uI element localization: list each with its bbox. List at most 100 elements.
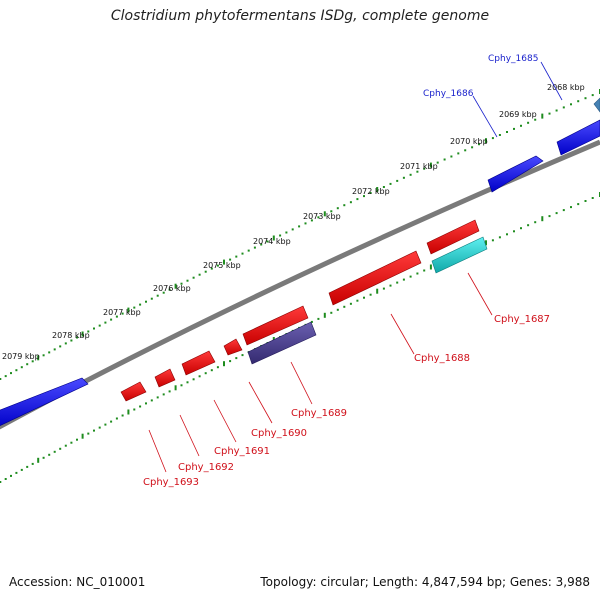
scale-label-2073: 2073 kbp [303, 212, 341, 221]
gene-arrow-cphy1693[interactable] [120, 381, 147, 402]
gene-arrow-cphy1692[interactable] [154, 368, 176, 388]
outer-scale-minor-tick [513, 127, 515, 130]
outer-scale-minor-tick [76, 336, 78, 339]
inner-scale-minor-tick [389, 284, 392, 287]
outer-scale-minor-tick [168, 288, 171, 291]
gene-arrow-cphy1690[interactable] [223, 338, 243, 356]
outer-scale-minor-tick [285, 231, 288, 234]
outer-scale-minor-tick [363, 195, 365, 198]
inner-scale-minor-tick [198, 375, 201, 378]
outer-scale-minor-tick [145, 300, 147, 303]
inner-scale-minor-tick [210, 369, 213, 372]
gene-label-cphy1691: Cphy_1691 [214, 446, 270, 457]
inner-scale-minor-tick [186, 381, 189, 384]
outer-scale-minor-tick [110, 318, 113, 321]
inner-scale-minor-tick [396, 281, 399, 284]
scale-label-2077: 2077 kbp [103, 308, 141, 317]
gene-label-cphy1686: Cphy_1686 [423, 89, 474, 99]
outer-scale-minor-tick [26, 363, 29, 366]
outer-scale-minor-tick [562, 106, 565, 109]
outer-scale-minor-tick [555, 109, 558, 112]
outer-scale-minor-tick [247, 249, 250, 252]
outer-scale-minor-tick [198, 273, 201, 276]
inner-scale-minor-tick [10, 474, 12, 477]
gene-arrow-cphy1689[interactable] [247, 321, 317, 365]
inner-scale-minor-tick [409, 275, 412, 278]
outer-scale-minor-tick [527, 121, 530, 124]
outer-scale-minor-tick [471, 146, 474, 149]
inner-scale-minor-tick [53, 450, 56, 453]
inner-scale-minor-tick [93, 429, 95, 432]
inner-scale-minor-tick [133, 408, 136, 411]
forward-genes [0, 97, 600, 428]
gene-arrow-cphy1687[interactable] [431, 236, 488, 274]
inner-scale-minor-tick [527, 224, 530, 227]
outer-scale-minor-tick [298, 225, 301, 228]
gene-arrow-cphy1687-red[interactable] [426, 219, 480, 255]
inner-scale-minor-tick [76, 438, 78, 441]
gene-label-cphy1688: Cphy_1688 [414, 353, 470, 364]
inner-scale-minor-tick [349, 302, 352, 305]
inner-scale-minor-tick [59, 447, 62, 450]
outer-scale-minor-tick [423, 167, 426, 170]
outer-scale-major-tick [541, 113, 544, 119]
inner-scale-minor-tick [48, 453, 51, 456]
inner-scale-minor-tick [343, 305, 346, 308]
inner-scale-minor-tick [356, 299, 359, 302]
inner-scale-major-tick [223, 361, 225, 367]
gene-arrow-steelblue[interactable] [593, 97, 600, 113]
outer-scale-major-tick [272, 235, 275, 241]
outer-scale-minor-tick [520, 124, 522, 127]
inner-scale-minor-tick [216, 366, 219, 369]
scale-label-2078: 2078 kbp [52, 331, 90, 340]
inner-scale-major-tick [127, 409, 130, 415]
outer-scale-minor-tick [253, 246, 256, 249]
outer-scale-minor-tick [464, 149, 467, 152]
inner-scale-major-tick [541, 216, 544, 222]
outer-scale-minor-tick [382, 186, 385, 188]
gene-arrow-cphy1686[interactable] [487, 155, 544, 193]
outer-scale-minor-tick [0, 378, 2, 380]
inner-scale-minor-tick [577, 203, 580, 206]
inner-scale-minor-tick [15, 471, 18, 474]
inner-scale-minor-tick [156, 396, 159, 399]
inner-scale-minor-tick [570, 206, 572, 209]
outer-scale-major-tick [127, 307, 130, 313]
outer-scale-minor-tick [87, 330, 90, 333]
outer-scale-minor-tick [443, 158, 446, 161]
outer-scale-minor-tick [389, 182, 392, 185]
outer-scale-minor-tick [498, 134, 501, 136]
gene-label-cphy1687: Cphy_1687 [494, 314, 550, 325]
outer-scale-minor-tick [42, 354, 45, 357]
inner-scale-minor-tick [562, 209, 565, 212]
outer-scale-minor-tick [402, 176, 405, 179]
gene-arrow-cphy1690b[interactable] [242, 305, 309, 346]
inner-scale-minor-tick [363, 296, 365, 299]
gene-label-cphy1692: Cphy_1692 [178, 462, 234, 473]
genome-summary-label: Topology: circular; Length: 4,847,594 bp… [260, 575, 590, 589]
outer-scale-minor-tick [343, 204, 346, 207]
gene-arrow-cphy1691[interactable] [181, 350, 216, 376]
outer-scale-minor-tick [266, 240, 269, 243]
outer-scale-minor-tick [336, 207, 339, 210]
inner-scale-minor-tick [555, 212, 558, 215]
outer-scale-minor-tick [53, 348, 56, 351]
inner-scale-minor-tick [402, 278, 405, 281]
inner-scale-minor-tick [506, 233, 508, 236]
outer-scale-minor-tick [150, 297, 153, 300]
scale-label-2072: 2072 kbp [352, 187, 390, 196]
outer-scale-minor-tick [317, 216, 320, 219]
inner-scale-minor-tick [520, 227, 522, 230]
inner-scale-minor-tick [145, 402, 147, 405]
outer-scale-major-tick [223, 259, 225, 265]
outer-scale-minor-tick [570, 103, 572, 106]
gene-arrow-left-blue[interactable] [0, 377, 89, 428]
outer-scale-minor-tick [93, 327, 95, 330]
outer-scale-minor-tick [204, 270, 207, 273]
gene-arrow-cphy1688[interactable] [328, 250, 422, 306]
scale-label-2075: 2075 kbp [203, 261, 241, 270]
genome-backbone [0, 139, 600, 430]
inner-scale-minor-tick [416, 272, 419, 275]
gene-arrow-cphy1685[interactable] [556, 119, 600, 156]
